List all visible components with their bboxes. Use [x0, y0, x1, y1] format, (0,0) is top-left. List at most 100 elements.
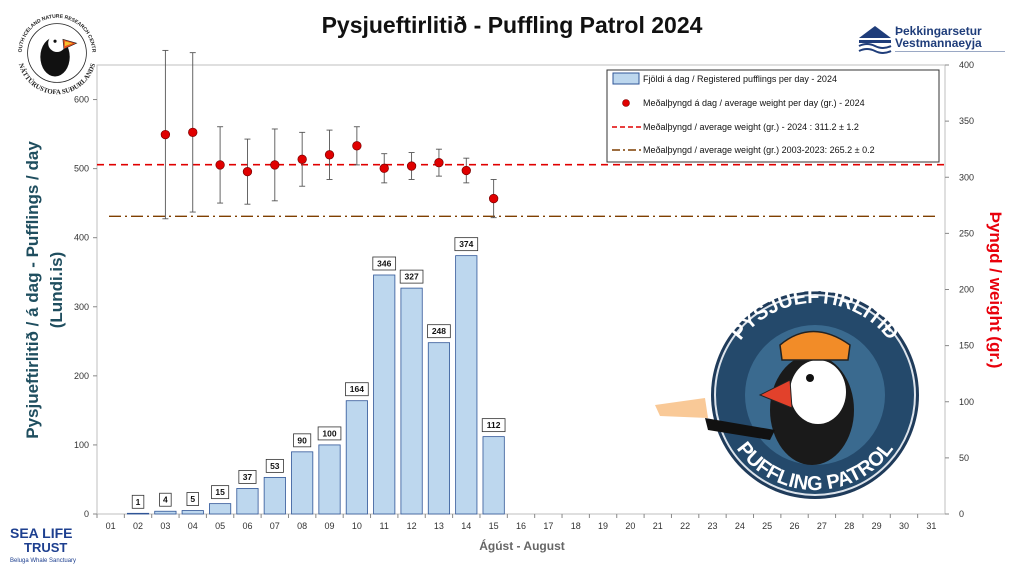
x-tick-label: 06: [242, 521, 252, 531]
legend-box: [606, 69, 940, 163]
x-tick-label: 08: [297, 521, 307, 531]
bar-label-box: [454, 237, 479, 252]
bar: [373, 274, 396, 515]
bar-label-box: [265, 458, 284, 473]
bar-label-box: [293, 433, 312, 448]
x-tick-label: 30: [899, 521, 909, 531]
chart-title: Pysjueftirlitið - Puffling Patrol 2024: [321, 12, 703, 38]
bar-data-label: 112: [487, 420, 501, 430]
x-tick-label: 18: [571, 521, 581, 531]
bar: [455, 255, 478, 515]
x-tick-label: 15: [489, 521, 499, 531]
y-axis-right-label: Þyngd / weight (gr.): [986, 212, 1005, 369]
bar-label-box: [317, 426, 342, 441]
weight-point: [379, 163, 389, 173]
bar-data-label: 5: [190, 494, 195, 504]
y-left-tick-label: 200: [74, 371, 89, 381]
weight-points: [160, 127, 499, 204]
logo-right-line1: Þekkingarsetur: [895, 24, 982, 38]
bar-label-box: [131, 494, 145, 509]
x-tick-label: 02: [133, 521, 143, 531]
x-tick-label: 01: [106, 521, 116, 531]
logo-bottom-line2: TRUST: [24, 540, 67, 555]
bar: [345, 400, 368, 515]
x-tick-label: 07: [270, 521, 280, 531]
bar: [181, 510, 204, 515]
bar: [236, 488, 259, 515]
x-tick-label: 23: [707, 521, 717, 531]
y-right-tick-label: 150: [959, 341, 974, 351]
bar-data-label: 346: [377, 258, 391, 268]
weight-point: [270, 160, 280, 170]
bar-data-label: 37: [243, 472, 253, 482]
weight-point: [434, 158, 444, 168]
x-tick-label: 26: [790, 521, 800, 531]
bar: [154, 510, 177, 515]
bar: [318, 444, 341, 515]
sea-life-trust-logo: SEA LIFE TRUST Beluga Whale Sanctuary: [10, 525, 76, 564]
x-tick-label: 21: [653, 521, 663, 531]
y-right-tick-label: 200: [959, 285, 974, 295]
bar-label-box: [372, 256, 397, 271]
weight-point: [188, 127, 198, 138]
logo-bottom-line1: SEA LIFE: [10, 525, 73, 541]
y-left-tick-label: 600: [74, 95, 89, 105]
y-axis-left-ticks: 0 100 200 300 400 500 600: [74, 95, 97, 519]
bar-label-box: [399, 269, 424, 284]
x-axis-label: Ágúst - August: [479, 538, 565, 553]
bar-data-label: 100: [322, 428, 336, 438]
bar-label-box: [481, 418, 506, 433]
x-tick-label: 24: [735, 521, 745, 531]
weight-point: [488, 193, 499, 204]
y-right-tick-label: 0: [959, 509, 964, 519]
y-axis-right-ticks: 0 50 100 150 200 250 300 350 400: [945, 60, 974, 519]
x-tick-label: 05: [215, 521, 225, 531]
y-right-tick-label: 300: [959, 172, 974, 182]
bar-data-label: 374: [459, 239, 473, 249]
bar: [263, 476, 286, 515]
legend-item-daily-weight: Meðalþyngd á dag / average weight per da…: [643, 98, 865, 108]
y-right-tick-label: 250: [959, 228, 974, 238]
bar-label-box: [427, 324, 451, 339]
weight-point: [215, 160, 225, 170]
x-tick-label: 17: [543, 521, 553, 531]
x-tick-label: 20: [625, 521, 635, 531]
error-bars: [162, 49, 497, 220]
legend-dot-swatch: [622, 99, 630, 107]
y-left-tick-label: 400: [74, 233, 89, 243]
x-tick-label: 04: [188, 521, 198, 531]
bar-data-label: 164: [350, 384, 364, 394]
weight-point: [461, 165, 471, 176]
puffling-patrol-badge: PYSJUEFTIRLITIÐ PUFFLING PATROL: [655, 286, 919, 499]
y-right-tick-label: 100: [959, 397, 974, 407]
weight-point: [242, 166, 253, 177]
x-tick-label: 11: [380, 521, 389, 531]
south-iceland-nature-logo: SOUTH ICELAND NATURE RESEARCH CENTRE NÁT…: [8, 4, 97, 96]
x-tick-label: 19: [598, 521, 608, 531]
bar-label-box: [186, 492, 199, 506]
x-axis-ticks: 01 02 03 04 05 06 07 08 09 10 11 12 13 14 15 16 17 18 19 20…: [96, 514, 936, 531]
y-right-tick-label: 350: [959, 116, 974, 126]
logo-right-line2: Vestmannaeyja: [895, 36, 982, 50]
x-tick-label: 22: [680, 521, 690, 531]
y-axis-left-sublabel: (Lundi.is): [47, 252, 66, 328]
weight-point: [160, 129, 171, 140]
x-tick-label: 10: [352, 521, 362, 531]
y-axis-left-label: Pysjueftirlitið / á dag - Pufflings / da…: [23, 141, 42, 439]
y-left-tick-label: 500: [74, 164, 89, 174]
bar: [400, 287, 423, 515]
x-tick-label: 31: [926, 521, 936, 531]
weight-point: [352, 141, 362, 151]
bar-data-label: 90: [297, 435, 307, 445]
legend-item-bars: Fjöldi á dag / Registered pufflings per …: [643, 74, 837, 84]
y-left-tick-label: 100: [74, 440, 89, 450]
bar: [209, 503, 232, 515]
x-tick-label: 25: [762, 521, 772, 531]
bar: [482, 436, 505, 515]
bar: [427, 342, 451, 515]
weight-point: [324, 150, 335, 160]
x-tick-label: 29: [872, 521, 882, 531]
x-tick-label: 27: [817, 521, 827, 531]
bar-label-box: [211, 485, 230, 500]
